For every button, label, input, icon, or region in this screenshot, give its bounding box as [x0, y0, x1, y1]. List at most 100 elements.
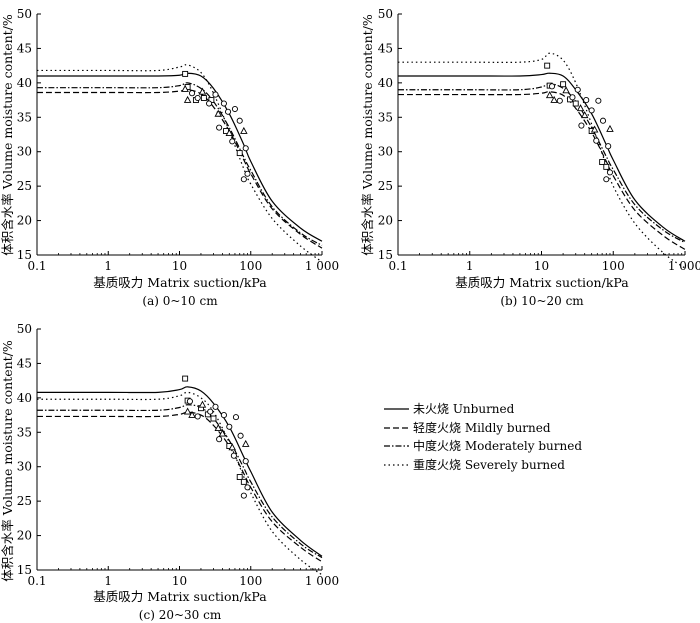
panel-a-observed-circle — [188, 90, 196, 97]
panel-b-series-solid — [398, 72, 686, 242]
panel-c-observed-circle — [240, 492, 247, 499]
panel-c-xlabel: 基质吸力 Matrix suction/kPa — [93, 589, 267, 604]
panel-c-y-tick-label: 30 — [17, 460, 32, 474]
panel-c-y-tick-label: 45 — [17, 356, 32, 370]
panel-c-series-solid — [37, 386, 323, 557]
panel-a-observed-circle — [229, 138, 236, 145]
panel-a-caption: (a) 0~10 cm — [142, 294, 218, 308]
panel-a-x-tick-label: 1 — [104, 259, 112, 273]
panel-b-x-tick-label: 1 000 — [668, 259, 700, 273]
panel-b-series-dot — [398, 52, 686, 269]
panel-c-observed-circle — [207, 408, 214, 415]
panel-a-x-tick-label: 100 — [239, 259, 262, 273]
panel-a-x-tick-label: 0.1 — [27, 259, 46, 273]
panel-b-ylabel: 体积含水率 Volume moisture content/% — [360, 14, 375, 256]
panel-b-observed-square — [572, 100, 579, 107]
panel-b-observed-circle — [569, 94, 576, 101]
panel-c-y-tick-label: 35 — [17, 425, 32, 439]
panel-b-observed-circle — [605, 143, 612, 150]
panel-b-observed-circle — [588, 107, 595, 114]
panel-a-y-tick-label: 25 — [17, 179, 32, 193]
panel-b-observed-triangle — [576, 104, 585, 112]
panel-c-observed-triangle — [188, 410, 196, 418]
panel-a-observed-triangle — [214, 109, 223, 117]
panel-b-observed-triangle — [550, 95, 558, 103]
panel-b-observed-circle — [583, 97, 590, 104]
panel-a-y-tick-label: 35 — [17, 110, 32, 124]
panel-c-x-tick-label: 1 000 — [305, 574, 339, 588]
panel-a-observed-circle — [212, 91, 219, 98]
panel-a-ylabel: 体积含水率 Volume moisture content/% — [0, 14, 15, 256]
panel-a-observed-square — [182, 70, 189, 77]
panel-b-observed-square — [544, 62, 551, 69]
panel-a-series-solid — [37, 72, 323, 242]
panel-b-observed-circle — [593, 137, 600, 144]
panel-a-y-tick-label: 30 — [17, 145, 32, 159]
panel-a-observed-square — [200, 95, 207, 101]
panel-a-y-tick-label: 50 — [17, 7, 32, 21]
panel-a-y-tick-label: 15 — [17, 248, 32, 262]
legend-label-moderately: 中度火烧 Moderately burned — [413, 438, 582, 453]
panel-c-observed-square — [236, 474, 243, 480]
panel-c-observed-circle — [212, 403, 219, 410]
panel-c-x-tick-label: 10 — [172, 574, 187, 588]
panel-c-x-tick-label: 1 — [104, 574, 112, 588]
panel-a-observed-circle — [240, 176, 247, 183]
panel-c-series-dot — [37, 391, 323, 576]
panel-a-series-dot — [37, 64, 323, 263]
panel-b-series-dash — [397, 91, 686, 250]
panel-c-ylabel: 体积含水率 Volume moisture content/% — [0, 340, 15, 582]
panel-a-x-tick-label: 1 000 — [305, 259, 339, 273]
panel-a-observed-circle — [206, 100, 213, 107]
panel-c-x-tick-label: 0.1 — [27, 574, 46, 588]
panel-b-y-tick-label: 45 — [378, 41, 393, 55]
panel-c-observed-circle — [237, 432, 244, 439]
panel-b-x-tick-label: 100 — [602, 259, 625, 273]
panel-c-y-tick-label: 20 — [17, 529, 32, 543]
panel-b-x-tick-label: 0.1 — [388, 259, 407, 273]
panel-a-observed-circle — [194, 94, 201, 102]
panel-b-observed-triangle — [590, 125, 599, 133]
panel-b-y-tick-label: 15 — [378, 248, 393, 262]
panel-b-y-tick-label: 35 — [378, 110, 393, 124]
panel-b-xlabel: 基质吸力 Matrix suction/kPa — [455, 275, 629, 290]
panel-b-observed-triangle — [580, 111, 589, 119]
panel-a-observed-circle — [242, 145, 249, 152]
panel-c-observed-triangle — [218, 429, 227, 437]
panel-a-observed-triangle — [181, 84, 189, 92]
panel-a-chart: 体积含水率 Volume moisture content/% 基质吸力 Mat… — [0, 7, 339, 308]
panel-c-observed-circle — [194, 413, 201, 420]
panel-a-y-tick-label: 40 — [17, 76, 32, 90]
panel-c-y-tick-label: 40 — [17, 391, 32, 405]
panel-c-y-tick-label: 25 — [17, 494, 32, 508]
panel-a-observed-triangle — [225, 128, 234, 136]
panel-b-observed-circle — [574, 86, 581, 93]
panel-b-observed-circle — [606, 169, 614, 176]
panel-c-observed-circle — [226, 423, 233, 430]
panel-b-observed-circle — [578, 122, 585, 129]
panel-c-y-tick-label: 15 — [17, 563, 32, 577]
panel-a-observed-triangle — [183, 95, 192, 103]
panel-c-series-dashdot — [37, 404, 323, 559]
panel-c-observed-triangle — [228, 443, 237, 451]
legend: 未火烧 Unburned 轻度火烧 Mildly burned 中度火烧 Mod… — [384, 402, 582, 472]
panel-b-observed-square — [560, 81, 567, 88]
panel-a-x-tick-label: 10 — [172, 259, 187, 273]
panel-b-y-tick-label: 40 — [378, 76, 393, 90]
panel-c-observed-square — [182, 375, 189, 382]
panel-b-observed-triangle — [606, 124, 614, 132]
panel-b-observed-circle — [548, 83, 556, 90]
panel-c-observed-circle — [230, 452, 237, 459]
panel-b-observed-circle — [603, 176, 610, 183]
panel-b-chart: 体积含水率 Volume moisture content/% 基质吸力 Mat… — [360, 7, 700, 308]
panel-a-observed-triangle — [240, 126, 248, 134]
panel-a-series-dashdot — [36, 82, 323, 246]
panel-a-xlabel: 基质吸力 Matrix suction/kPa — [93, 275, 267, 290]
panel-c-observed-circle — [216, 436, 223, 443]
panel-b-caption: (b) 10~20 cm — [500, 294, 584, 308]
panel-b-series-dashdot — [398, 82, 686, 244]
panel-c-observed-circle — [186, 398, 193, 405]
panel-b-y-tick-label: 20 — [378, 214, 393, 228]
panel-a-observed-circle — [244, 170, 251, 177]
